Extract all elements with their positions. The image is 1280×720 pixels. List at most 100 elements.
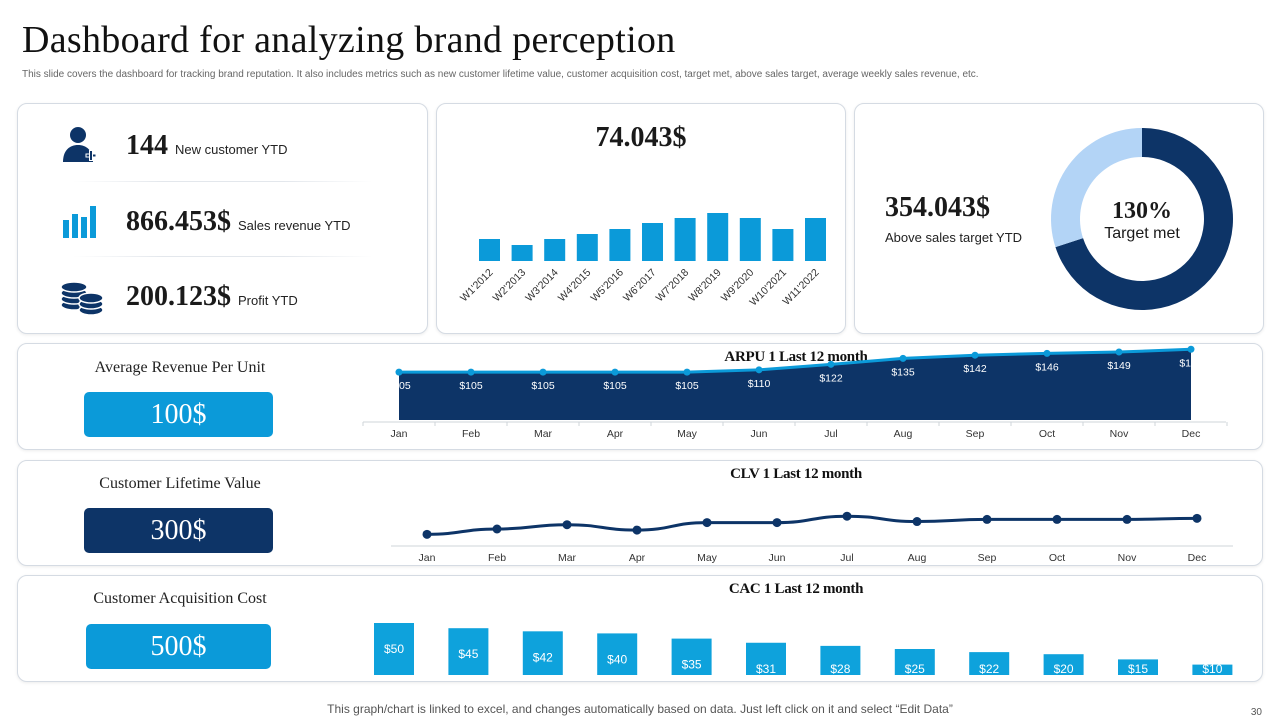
weekly-sales-tick-label: W3'2014: [523, 267, 561, 305]
arpu-chart: $105 $105 $105 $105 $105 $110 $122 $135 $142 $146…: [362, 345, 1228, 440]
target-card: 354.043$ Above sales target YTD 130% Targ…: [854, 103, 1264, 334]
x-tick-label: Jun: [751, 428, 768, 440]
arpu-point: [539, 368, 547, 376]
cac-bar: [894, 649, 935, 675]
arpu-data-label: $155: [1179, 357, 1203, 369]
arpu-area: [399, 349, 1191, 420]
cac-bar: [597, 633, 638, 675]
x-tick-label: Apr: [607, 428, 624, 440]
kpi-row-profit: 200.123$ Profit YTD: [58, 271, 378, 321]
cac-data-label: $15: [1128, 662, 1148, 676]
weekly-sales-tick-label: W8'2019: [686, 267, 724, 305]
above-target-caption: Above sales target YTD: [885, 230, 1023, 245]
x-tick-label: Jan: [419, 552, 436, 564]
weekly-sales-bar: [707, 213, 729, 261]
clv-point: [632, 525, 642, 535]
cac-bar: [1043, 654, 1084, 675]
cac-data-label: $28: [830, 662, 850, 676]
weekly-sales-bar: [772, 229, 794, 261]
arpu-point: [971, 351, 979, 359]
cac-panel: Customer Acquisition Cost 500$ CAC 1 Las…: [17, 575, 1263, 682]
arpu-point: [1187, 345, 1195, 353]
weekly-sales-tick-label: W1'2012: [458, 267, 496, 305]
footer-note: This graph/chart is linked to excel, and…: [327, 702, 953, 716]
clv-point: [772, 518, 782, 528]
cac-bar: [522, 631, 563, 675]
x-tick-label: Sep: [978, 552, 997, 564]
arpu-line: [399, 347, 1192, 374]
page-number: 30: [1250, 707, 1262, 718]
new-customer-icon: [58, 124, 108, 166]
x-tick-label: Nov: [1110, 428, 1129, 440]
clv-point: [1122, 514, 1132, 524]
cac-chart-title: CAC 1 Last 12 month: [728, 581, 864, 597]
kpi-value: 144 New customer YTD: [126, 130, 287, 162]
x-tick-label: Oct: [1049, 552, 1065, 564]
clv-label: Customer Lifetime Value: [99, 475, 261, 492]
arpu-data-label: $149: [1107, 360, 1131, 372]
kpi-label: Sales revenue YTD: [238, 218, 351, 233]
cac-data-label: $25: [905, 662, 925, 676]
arpu-panel: Average Revenue Per Unit 100$ ARPU 1 Las…: [17, 343, 1263, 450]
x-tick-label: Oct: [1039, 428, 1055, 440]
donut-percent-label: 130%: [1112, 198, 1172, 224]
x-tick-label: Dec: [1182, 428, 1201, 440]
clv-point: [562, 520, 572, 530]
weekly-sales-tick-label: W11'2022: [780, 267, 821, 308]
donut-slice: [1051, 128, 1142, 248]
clv-point: [702, 518, 712, 528]
arpu-point: [899, 354, 907, 362]
bar-chart-icon: [58, 200, 108, 242]
cac-bar: [671, 638, 712, 675]
cac-bar: [374, 623, 414, 675]
x-tick-label: Feb: [488, 552, 506, 564]
clv-point: [912, 517, 922, 527]
arpu-point: [755, 366, 763, 374]
arpu-point: [395, 368, 403, 376]
kpi-label: New customer YTD: [175, 142, 288, 157]
weekly-sales-tick-label: W5'2016: [588, 267, 626, 305]
kpi-row-new-customer: 144 New customer YTD: [58, 120, 378, 170]
kpi-value: 200.123$ Profit YTD: [126, 281, 298, 313]
clv-value-pill: 300$: [84, 508, 273, 553]
arpu-data-label: $105: [459, 380, 483, 392]
x-tick-label: Feb: [462, 428, 480, 440]
kpi-label: Profit YTD: [238, 293, 298, 308]
clv-line: [426, 514, 1198, 536]
arpu-data-label: $146: [1035, 361, 1059, 373]
arpu-data-label: $105: [675, 380, 699, 392]
x-tick-label: Jun: [769, 552, 786, 564]
weekly-sales-total: 74.043$: [595, 122, 687, 153]
x-tick-label: Mar: [558, 552, 577, 564]
weekly-sales-bar: [674, 218, 696, 261]
cac-value-pill: 500$: [86, 624, 271, 669]
arpu-point: [611, 368, 619, 376]
weekly-sales-tick-label: W2'2013: [491, 267, 529, 305]
x-tick-label: Jan: [391, 428, 408, 440]
weekly-sales-tick-label: W4'2015: [556, 267, 594, 305]
x-tick-label: Apr: [629, 552, 646, 564]
arpu-point: [1115, 348, 1123, 356]
weekly-sales-card: 74.043$ W1'2012 W2'2013 W3'2014 W4'2015 W5'2…: [436, 103, 846, 334]
weekly-sales-bar: [544, 239, 566, 261]
kpi-card: 144 New customer YTD 866.453$ Sales reve…: [17, 103, 428, 334]
cac-bar: [746, 642, 786, 675]
cac-data-label: $50: [384, 642, 404, 656]
x-tick-label: Aug: [894, 428, 913, 440]
x-tick-label: Aug: [908, 552, 927, 564]
cac-data-label: $42: [533, 650, 553, 664]
weekly-sales-bar: [739, 218, 761, 261]
cac-bar: [448, 628, 489, 675]
weekly-sales-bar: [609, 229, 631, 261]
arpu-data-label: $110: [748, 378, 771, 390]
arpu-data-label: $105: [603, 380, 627, 392]
weekly-sales-tick-label: W6'2017: [621, 267, 659, 305]
cac-data-label: $35: [682, 658, 702, 672]
cac-data-label: $45: [458, 647, 478, 661]
x-tick-label: May: [677, 428, 698, 440]
x-tick-label: Mar: [534, 428, 553, 440]
kpi-number: 866.453$: [126, 206, 231, 237]
x-tick-label: May: [697, 552, 718, 564]
clv-chart-title: CLV 1 Last 12 month: [730, 466, 862, 482]
arpu-data-label: $105: [531, 380, 555, 392]
